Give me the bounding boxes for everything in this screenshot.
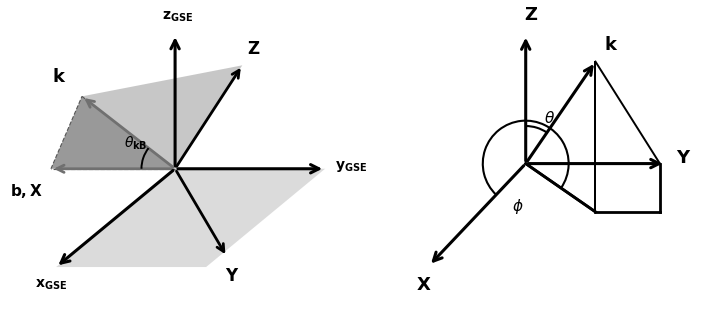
Text: $\mathbf{k}$: $\mathbf{k}$: [53, 68, 67, 86]
Text: $\mathbf{z}_{\mathbf{GSE}}$: $\mathbf{z}_{\mathbf{GSE}}$: [162, 10, 193, 24]
Text: $\mathbf{X}$: $\mathbf{X}$: [416, 276, 432, 294]
Text: $\mathbf{Y}$: $\mathbf{Y}$: [676, 149, 692, 167]
Text: $\mathbf{k}$: $\mathbf{k}$: [604, 35, 618, 53]
Text: $\mathbf{x}_{\mathbf{GSE}}$: $\mathbf{x}_{\mathbf{GSE}}$: [35, 277, 67, 292]
Text: $\mathbf{Y}$: $\mathbf{Y}$: [225, 267, 239, 285]
Text: $\mathbf{y}_{\mathbf{GSE}}$: $\mathbf{y}_{\mathbf{GSE}}$: [335, 159, 368, 174]
Text: $\theta_{\mathbf{kB}}$: $\theta_{\mathbf{kB}}$: [124, 134, 148, 152]
Text: $\mathbf{b, X}$: $\mathbf{b, X}$: [10, 182, 43, 200]
Text: $\mathbf{Z}$: $\mathbf{Z}$: [248, 40, 261, 58]
Text: $\mathbf{Z}$: $\mathbf{Z}$: [524, 6, 538, 24]
Polygon shape: [82, 65, 242, 169]
Text: $\theta$: $\theta$: [545, 110, 555, 126]
Text: $\phi$: $\phi$: [512, 197, 523, 216]
Polygon shape: [56, 169, 325, 267]
Polygon shape: [51, 96, 175, 169]
